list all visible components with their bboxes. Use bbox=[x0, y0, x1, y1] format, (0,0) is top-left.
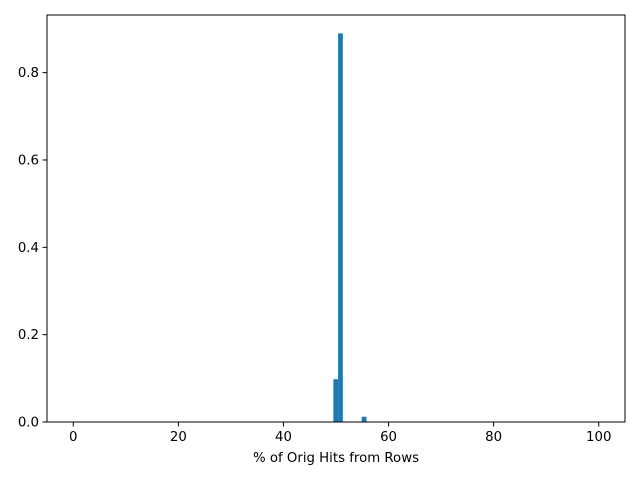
x-tick-label: 40 bbox=[275, 430, 292, 445]
x-axis-ticks: 0 20 40 60 80 100 bbox=[69, 422, 611, 445]
y-tick-label: 0.4 bbox=[18, 241, 39, 256]
x-axis-label: % of Orig Hits from Rows bbox=[253, 451, 419, 466]
bars-group bbox=[333, 33, 367, 423]
plot-frame bbox=[46, 14, 626, 423]
histogram-bar bbox=[333, 379, 339, 422]
y-tick-label: 0.0 bbox=[18, 416, 39, 431]
y-tick-label: 0.6 bbox=[18, 153, 39, 168]
x-tick-label: 80 bbox=[485, 430, 502, 445]
y-axis-ticks: 0.0 0.2 0.4 0.6 0.8 bbox=[18, 66, 47, 431]
x-tick-label: 20 bbox=[170, 430, 187, 445]
histogram-bar bbox=[361, 416, 367, 422]
y-tick-label: 0.2 bbox=[18, 328, 39, 343]
x-tick-label: 0 bbox=[69, 430, 77, 445]
x-tick-label: 60 bbox=[380, 430, 397, 445]
x-tick-label: 100 bbox=[586, 430, 611, 445]
histogram-bar bbox=[338, 33, 343, 423]
y-tick-label: 0.8 bbox=[18, 66, 39, 81]
